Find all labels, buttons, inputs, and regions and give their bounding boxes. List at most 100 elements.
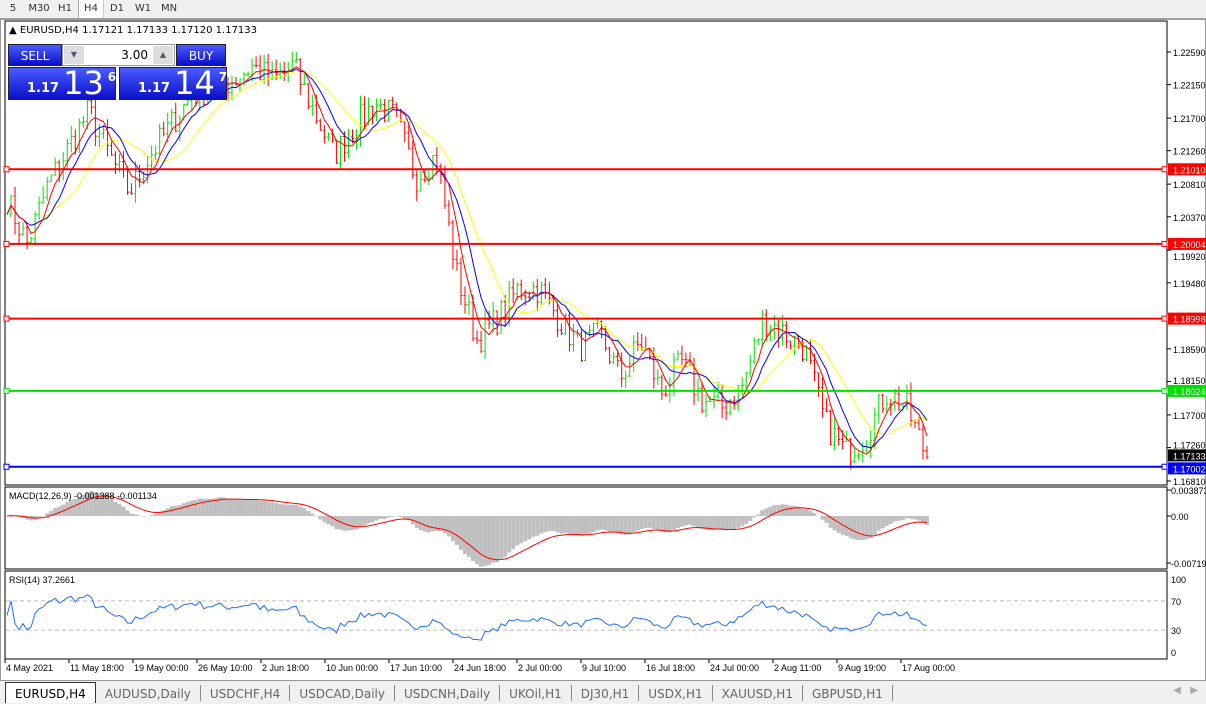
- time-tick-label: 17 Aug 00:00: [902, 663, 955, 673]
- macd-tick-label: 0.00: [1171, 512, 1189, 522]
- tab-scroll-arrows[interactable]: ◀ ▶: [1173, 685, 1198, 696]
- price-tick-label: 1.19920: [1173, 252, 1206, 262]
- buy-button[interactable]: BUY: [176, 44, 226, 66]
- time-tick-label: 2 Jul 00:00: [518, 663, 562, 673]
- timeframe-D1[interactable]: D1: [109, 3, 125, 14]
- tab-usdchf-h4[interactable]: USDCHF,H4: [201, 685, 291, 701]
- chart-tabs: EURUSD,H4 AUDUSD,Daily USDCHF,H4 USDCAD,Dai…: [0, 682, 1206, 704]
- sell-price-main: 13: [63, 64, 104, 102]
- price-tick-label: 1.16810: [1173, 477, 1206, 487]
- macd-label: MACD(12,26,9) -0.001388 -0.001134: [9, 491, 157, 501]
- chart-canvas[interactable]: 1.22590 1.22150 1.21700 1.21260 1.20810 1.203…: [1, 20, 1206, 682]
- sell-price-prefix: 1.17: [27, 81, 60, 96]
- level-handle: [1161, 315, 1168, 322]
- chart-title-text: EURUSD,H4 1.17121 1.17133 1.17120 1.1713…: [19, 25, 258, 36]
- buy-price[interactable]: 1.17 14 7: [119, 67, 227, 100]
- level-price-badge: [1168, 312, 1206, 325]
- macd-frame: [4, 486, 1168, 570]
- macd-tick-label: 0.003873: [1171, 486, 1206, 496]
- price-tick-label: 1.20810: [1173, 180, 1206, 190]
- tab-usdx-h1[interactable]: USDX,H1: [639, 685, 713, 701]
- level-handle: [3, 463, 10, 470]
- rsi-frame: [4, 570, 1168, 660]
- time-tick-label: 26 May 10:00: [198, 663, 253, 673]
- level-price-label: 1.18998: [1173, 315, 1206, 325]
- level-price-badge: [1168, 384, 1206, 397]
- price-tick-label: 1.21700: [1173, 114, 1206, 124]
- sell-price[interactable]: 1.17 13 6: [8, 67, 116, 100]
- timeframe-5[interactable]: 5: [9, 3, 17, 14]
- level-price-label: 1.21010: [1173, 165, 1206, 175]
- time-tick-label: 2 Jun 18:00: [262, 663, 309, 673]
- level-price-label: 1.20004: [1173, 240, 1206, 250]
- current-price-badge: [1168, 449, 1206, 462]
- chart-window[interactable]: 1.22590 1.22150 1.21700 1.21260 1.20810 1.203…: [0, 19, 1206, 681]
- increase-volume-button[interactable]: ▲: [153, 46, 173, 64]
- level-handle: [3, 240, 10, 247]
- macd-tick-label: -0.00719: [1171, 559, 1206, 569]
- buy-price-main: 14: [174, 64, 215, 102]
- timeframe-MN[interactable]: MN: [160, 3, 178, 14]
- time-tick-label: 11 May 18:00: [70, 663, 124, 673]
- level-handle: [1161, 463, 1168, 470]
- time-tick-label: 24 Jul 00:00: [710, 663, 759, 673]
- price-tick-label: 1.22590: [1173, 48, 1206, 58]
- time-tick-label: 19 May 00:00: [134, 663, 189, 673]
- time-tick-label: 4 May 2021: [6, 663, 53, 673]
- chart-title: ▲ EURUSD,H4 1.17121 1.17133 1.17120 1.17…: [9, 25, 258, 36]
- tab-audusd-daily[interactable]: AUDUSD,Daily: [96, 685, 201, 701]
- rsi-tick-label: 30: [1171, 626, 1181, 636]
- rsi-label: RSI(14) 37.2661: [9, 575, 75, 585]
- timeframe-H1[interactable]: H1: [58, 3, 72, 14]
- time-tick-label: 17 Jun 10:00: [390, 663, 442, 673]
- level-handle: [3, 315, 10, 322]
- ma-mid-line: [6, 68, 928, 449]
- time-tick-label: 2 Aug 11:00: [774, 663, 821, 673]
- price-tick-label: 1.17260: [1173, 440, 1206, 450]
- time-tick-label: 10 Jun 00:00: [326, 663, 378, 673]
- buy-price-prefix: 1.17: [138, 81, 171, 96]
- ma-fast-line: [6, 66, 928, 455]
- tab-usdcad-daily[interactable]: USDCAD,Daily: [290, 685, 395, 701]
- timeframe-M30[interactable]: M30: [28, 3, 50, 14]
- level-price-badge: [1168, 163, 1206, 176]
- tab-ukoil-h1[interactable]: UKOil,H1: [500, 685, 572, 701]
- level-price-label: 1.17002: [1173, 464, 1206, 474]
- rsi-line: [6, 594, 928, 641]
- tab-xauusd-h1[interactable]: XAUUSD,H1: [713, 685, 803, 701]
- macd-signal-line: [6, 495, 928, 561]
- rsi-tick-label: 70: [1171, 597, 1181, 607]
- rsi-tick-label: 100: [1171, 575, 1186, 585]
- timeframe-W1[interactable]: W1: [134, 3, 152, 14]
- price-tick-label: 1.17700: [1173, 411, 1206, 421]
- volume-input[interactable]: 3.00: [121, 48, 148, 62]
- time-tick-label: 24 Jun 18:00: [454, 663, 506, 673]
- level-price-label: 1.18024: [1173, 387, 1206, 397]
- tab-gbpusd-h1[interactable]: GBPUSD,H1: [803, 685, 893, 701]
- price-tick-label: 1.19480: [1173, 279, 1206, 289]
- decrease-volume-button[interactable]: ▼: [64, 46, 84, 64]
- time-tick-label: 9 Jul 10:00: [582, 663, 626, 673]
- level-handle: [3, 166, 10, 173]
- time-tick-label: 9 Aug 19:00: [838, 663, 886, 673]
- sell-button[interactable]: SELL: [8, 44, 62, 66]
- tab-eurusd-h4[interactable]: EURUSD,H4: [5, 682, 96, 703]
- sell-price-pip: 6: [107, 70, 117, 84]
- price-tick-label: 1.21260: [1173, 147, 1206, 157]
- volume-stepper[interactable]: ▼ 3.00 ▲: [62, 44, 175, 66]
- level-price-badge: [1168, 462, 1206, 475]
- time-tick-label: 16 Jul 18:00: [646, 663, 695, 673]
- buy-price-pip: 7: [218, 70, 228, 84]
- rsi-tick-label: 0: [1171, 648, 1176, 658]
- main-chart-frame: [4, 20, 1168, 486]
- level-handle: [3, 387, 10, 394]
- timeframe-toolbar: 5 M30 H1 H4 D1 W1 MN: [0, 0, 1206, 19]
- price-tick-label: 1.20370: [1173, 213, 1206, 223]
- timeframe-H4[interactable]: H4: [78, 0, 104, 18]
- level-handle: [1161, 387, 1168, 394]
- tab-dj30-h1[interactable]: DJ30,H1: [572, 685, 640, 701]
- level-handle: [1161, 166, 1168, 173]
- price-tick-label: 1.18590: [1173, 345, 1206, 355]
- tab-usdcnh-daily[interactable]: USDCNH,Daily: [395, 685, 501, 701]
- level-price-badge: [1168, 237, 1206, 250]
